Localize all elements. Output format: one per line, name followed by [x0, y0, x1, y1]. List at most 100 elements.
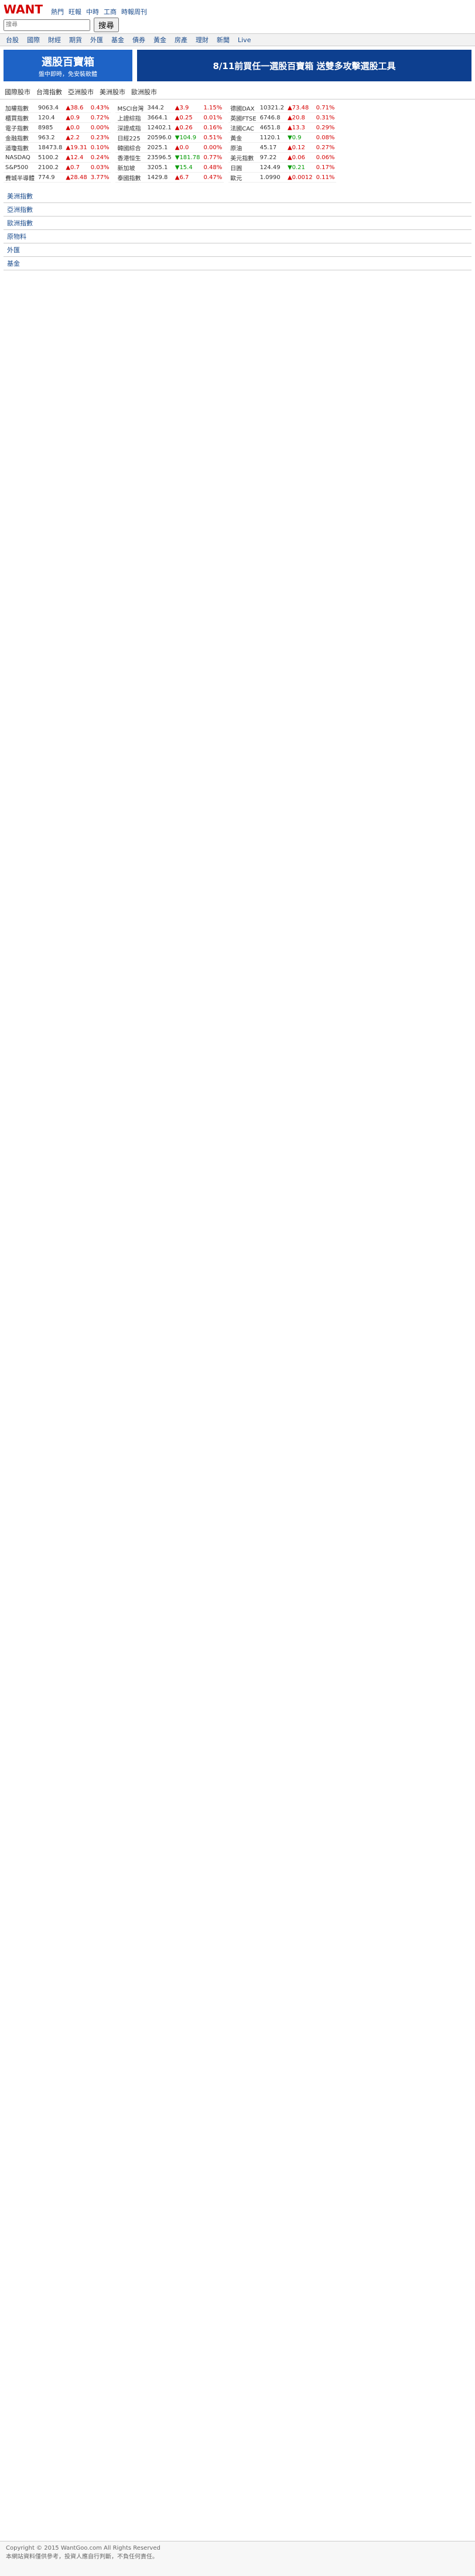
menu-item[interactable]: 台股 [6, 36, 19, 44]
top-link[interactable]: 熱門 [51, 8, 64, 16]
quote-row[interactable]: 泰國指數 1429.8 ▲6.7 0.47% [115, 172, 224, 183]
quote-value: ▲0.0 [173, 142, 202, 153]
menu-item[interactable]: 理財 [196, 36, 209, 44]
menu-item[interactable]: 期貨 [69, 36, 82, 44]
menu-item[interactable]: 外匯 [90, 36, 103, 44]
quote-row[interactable]: 原油 45.17 ▲0.12 0.27% [228, 142, 337, 153]
search-button[interactable]: 搜尋 [94, 18, 119, 32]
top-link[interactable]: 時報周刊 [121, 8, 148, 16]
menu-item[interactable]: 房產 [175, 36, 187, 44]
quote-name[interactable]: 電子指數 [4, 122, 36, 133]
quote-name[interactable]: 美元指數 [228, 152, 258, 163]
tab[interactable]: 美洲股市 [100, 88, 125, 96]
quote-value: 10321.2 [258, 103, 286, 113]
ad-banner-right[interactable]: 8/11前買任一選股百寶箱 送雙多攻擊選股工具 [137, 50, 471, 81]
quote-value: 963.2 [36, 132, 64, 143]
site-logo[interactable]: WANT [4, 2, 43, 16]
quote-value: 18473.8 [36, 142, 64, 153]
quote-name[interactable]: 香港恒生 [115, 152, 146, 163]
quote-value: 1429.8 [145, 172, 173, 183]
tab[interactable]: 歐洲股市 [131, 88, 157, 96]
menu-item[interactable]: 財經 [48, 36, 61, 44]
quote-row[interactable]: 香港恒生 23596.5 ▼181.78 0.77% [115, 152, 224, 163]
quote-value: ▼0.9 [285, 132, 315, 143]
menu-item[interactable]: 國際 [27, 36, 40, 44]
quote-name[interactable]: 日經225 [115, 132, 146, 143]
quote-row[interactable]: 深證成指 12402.1 ▲0.26 0.16% [115, 122, 224, 133]
quote-name[interactable]: 歐元 [228, 172, 258, 183]
quote-name[interactable]: 道瓊指數 [4, 142, 36, 153]
quote-name[interactable]: MSCI台灣 [115, 103, 146, 113]
menu-item[interactable]: 基金 [111, 36, 124, 44]
quote-value: 0.43% [88, 103, 111, 113]
quote-table-right: 德國DAX 10321.2 ▲73.48 0.71% 英國FTSE 6746.8 ▲20.8… [228, 103, 337, 183]
quote-name[interactable]: 韓國綜合 [115, 142, 146, 153]
disclaimer: 本網站資料僅供參考，投資人應自行判斷，不負任何責任。 [6, 2554, 158, 2560]
quote-row[interactable]: 德國DAX 10321.2 ▲73.48 0.71% [228, 103, 337, 113]
quote-row[interactable]: 上證綜指 3664.1 ▲0.25 0.01% [115, 112, 224, 123]
quote-row[interactable]: 費城半導體 774.9 ▲28.48 3.77% [4, 172, 111, 183]
quote-name[interactable]: 費城半導體 [4, 172, 36, 183]
quote-value: 0.77% [201, 152, 224, 163]
quote-name[interactable]: 櫃買指數 [4, 112, 36, 123]
quote-row[interactable]: 櫃買指數 120.4 ▲0.9 0.72% [4, 112, 111, 123]
quote-row[interactable]: 黃金 1120.1 ▼0.9 0.08% [228, 132, 337, 143]
quote-row[interactable]: 美元指數 97.22 ▲0.06 0.06% [228, 152, 337, 163]
top-link[interactable]: 中時 [86, 8, 100, 16]
quote-name[interactable]: 德國DAX [228, 103, 258, 113]
quote-name[interactable]: NASDAQ [4, 152, 36, 163]
quote-row[interactable]: 法國CAC 4651.8 ▲13.3 0.29% [228, 122, 337, 133]
ad-title: 選股百寶箱 [42, 56, 94, 68]
quote-name[interactable]: S&P500 [4, 162, 36, 173]
quote-name[interactable]: 法國CAC [228, 122, 258, 133]
section-title: 亞洲指數 [4, 203, 471, 217]
quote-row[interactable]: 日經225 20596.0 ▼104.9 0.51% [115, 132, 224, 143]
quote-value: 5100.2 [36, 152, 64, 163]
quote-row[interactable]: 加權指數 9063.4 ▲38.6 0.43% [4, 103, 111, 113]
quote-name[interactable]: 英國FTSE [228, 112, 258, 123]
quote-row[interactable]: MSCI台灣 344.2 ▲3.9 1.15% [115, 103, 224, 113]
quote-name[interactable]: 泰國指數 [115, 172, 146, 183]
quote-value: 0.71% [314, 103, 337, 113]
menu-item[interactable]: 黃金 [153, 36, 166, 44]
quote-value: 97.22 [258, 152, 286, 163]
quote-value: 0.10% [88, 142, 111, 153]
menu-item[interactable]: Live [238, 36, 251, 44]
quote-row[interactable]: 金融指數 963.2 ▲2.2 0.23% [4, 132, 111, 143]
quote-name[interactable]: 黃金 [228, 132, 258, 143]
quote-row[interactable]: 歐元 1.0990 ▲0.0012 0.11% [228, 172, 337, 183]
quote-value: 23596.5 [145, 152, 173, 163]
quote-row[interactable]: 日圓 124.49 ▼0.21 0.17% [228, 162, 337, 173]
tab[interactable]: 國際股市 [5, 88, 30, 96]
quote-row[interactable]: NASDAQ 5100.2 ▲12.4 0.24% [4, 152, 111, 163]
ad-banner-left[interactable]: 選股百寶箱 盤中即時，免安裝軟體 [4, 50, 132, 81]
quote-name[interactable]: 原油 [228, 142, 258, 153]
tab[interactable]: 亞洲股市 [68, 88, 94, 96]
quote-name[interactable]: 上證綜指 [115, 112, 146, 123]
quote-value: ▲2.2 [64, 132, 89, 143]
quote-row[interactable]: 新加坡 3205.1 ▼15.4 0.48% [115, 162, 224, 173]
quote-row[interactable]: 道瓊指數 18473.8 ▲19.31 0.10% [4, 142, 111, 153]
tab[interactable]: 台灣指數 [36, 88, 62, 96]
menu-item[interactable]: 新聞 [217, 36, 230, 44]
quote-row[interactable]: 電子指數 8985 ▲0.0 0.00% [4, 122, 111, 133]
quote-value: 3664.1 [145, 112, 173, 123]
menu-item[interactable]: 債券 [132, 36, 145, 44]
quote-name[interactable]: 日圓 [228, 162, 258, 173]
quote-name[interactable]: 新加坡 [115, 162, 146, 173]
quote-name[interactable]: 加權指數 [4, 103, 36, 113]
footer: Copyright © 2015 WantGoo.com All Rights … [0, 2541, 475, 2576]
quote-value: 0.11% [314, 172, 337, 183]
sections: 美洲指數 亞洲指數 歐洲指數 原物料 外匯 基金 [0, 186, 475, 274]
quote-name[interactable]: 金融指數 [4, 132, 36, 143]
top-link[interactable]: 旺報 [69, 8, 82, 16]
search-input[interactable] [4, 19, 90, 31]
top-link[interactable]: 工商 [104, 8, 117, 16]
quote-row[interactable]: S&P500 2100.2 ▲0.7 0.03% [4, 162, 111, 173]
quote-value: ▲0.12 [285, 142, 315, 153]
quote-name[interactable]: 深證成指 [115, 122, 146, 133]
quote-row[interactable]: 韓國綜合 2025.1 ▲0.0 0.00% [115, 142, 224, 153]
quote-row[interactable]: 英國FTSE 6746.8 ▲20.8 0.31% [228, 112, 337, 123]
section-title: 外匯 [4, 243, 471, 257]
